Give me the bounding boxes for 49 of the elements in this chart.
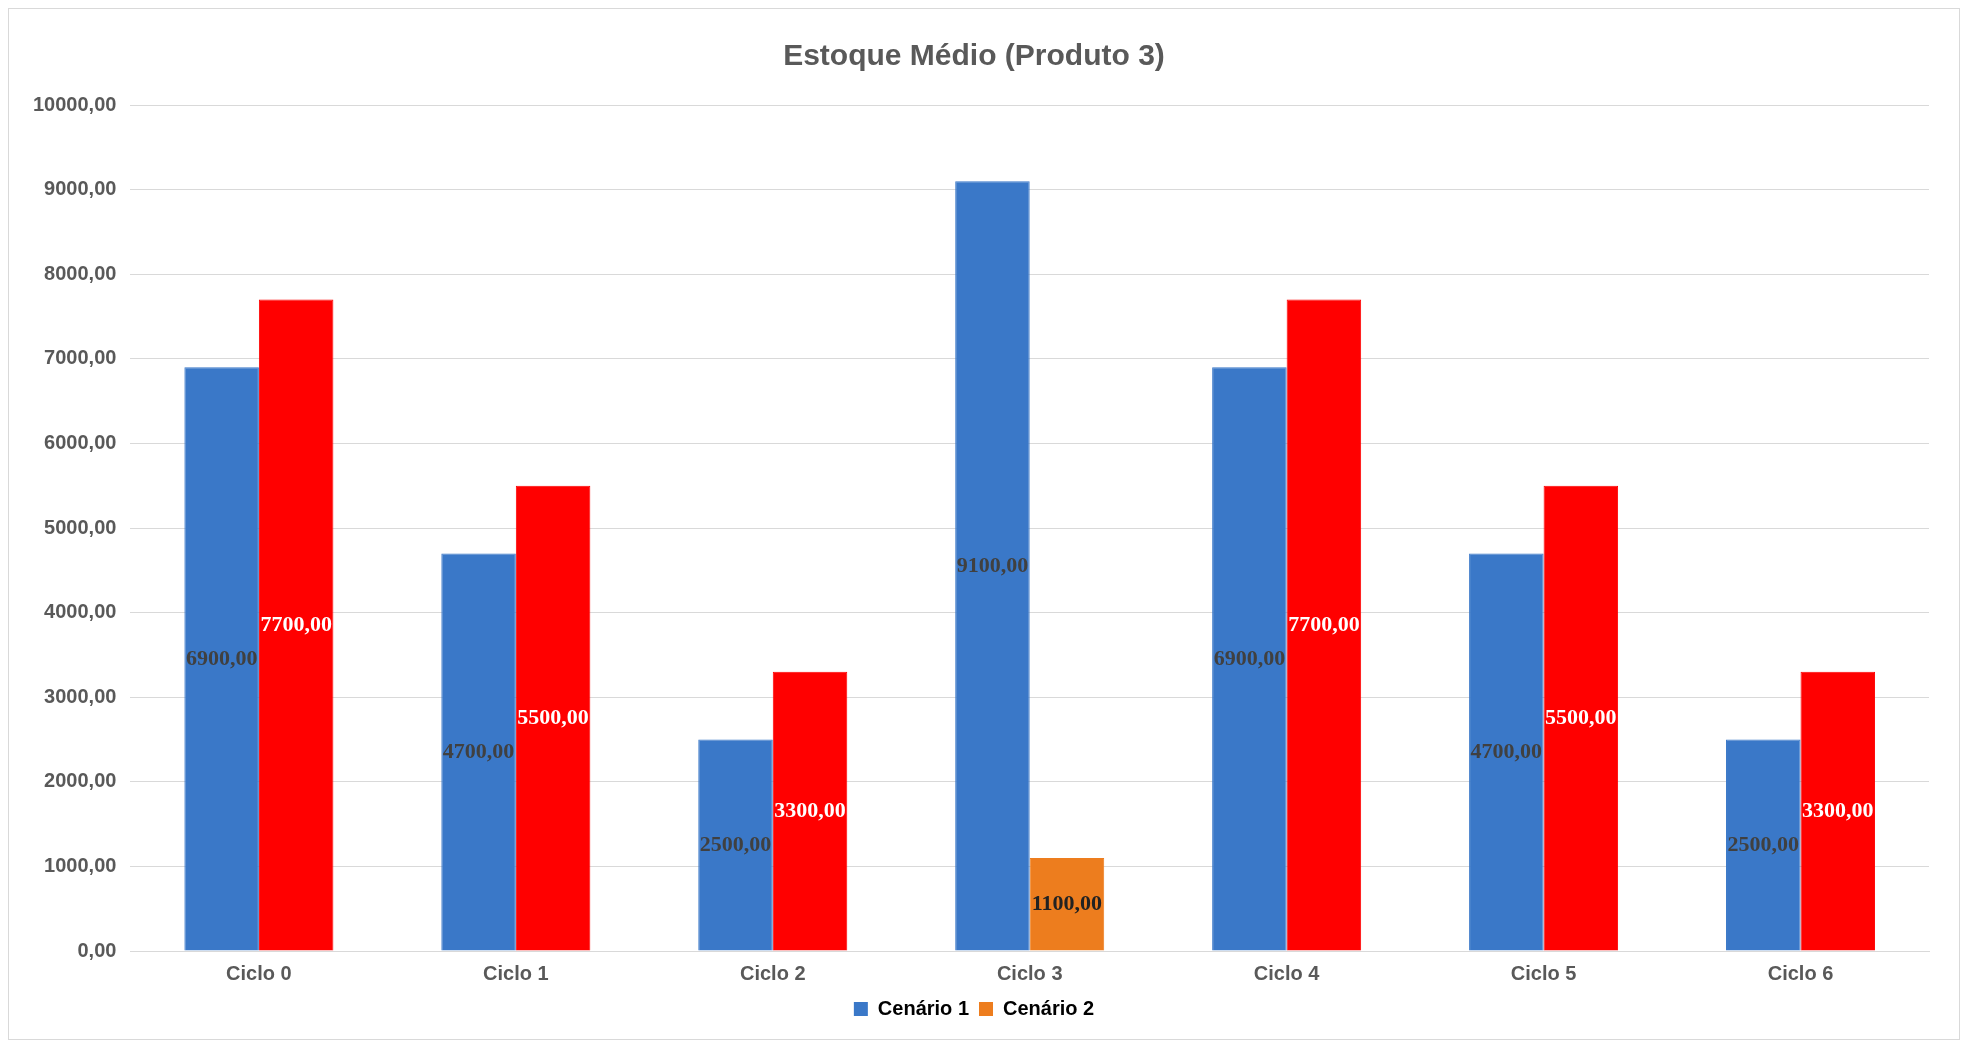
y-tick-label: 2000,00 bbox=[44, 769, 117, 792]
x-tick-label: Ciclo 2 bbox=[739, 961, 806, 984]
legend-label: Cenário 1 bbox=[877, 996, 970, 1019]
bar bbox=[1029, 857, 1105, 951]
bar bbox=[1800, 671, 1876, 951]
data-label: 9100,00 bbox=[956, 551, 1029, 577]
bar bbox=[1543, 485, 1619, 951]
y-tick-label: 5000,00 bbox=[44, 515, 117, 538]
bar bbox=[1726, 739, 1801, 951]
data-label: 5500,00 bbox=[1545, 703, 1617, 729]
data-label: 6900,00 bbox=[185, 644, 258, 670]
y-tick-label: 8000,00 bbox=[44, 261, 117, 284]
bar bbox=[772, 671, 848, 951]
data-label: 6900,00 bbox=[1213, 644, 1286, 670]
data-label: 2500,00 bbox=[1727, 830, 1800, 856]
y-tick-label: 3000,00 bbox=[44, 684, 117, 707]
bar bbox=[184, 367, 259, 951]
x-tick-label: Ciclo 6 bbox=[1767, 961, 1834, 984]
data-label: 2500,00 bbox=[699, 830, 772, 856]
x-tick-label: Ciclo 1 bbox=[483, 961, 549, 984]
bar bbox=[1212, 367, 1287, 951]
chart-title: Estoque Médio (Produto 3) bbox=[783, 38, 1165, 72]
bar bbox=[258, 299, 334, 951]
data-label: 5500,00 bbox=[517, 703, 589, 729]
data-label: 4700,00 bbox=[1470, 737, 1543, 763]
y-tick-label: 0,00 bbox=[77, 938, 117, 961]
x-tick-label: Ciclo 4 bbox=[1253, 961, 1321, 984]
data-label: 4700,00 bbox=[442, 737, 515, 763]
x-tick-label: Ciclo 3 bbox=[996, 961, 1063, 984]
y-tick-label: 4000,00 bbox=[44, 600, 117, 623]
y-tick-label: 9000,00 bbox=[44, 177, 117, 200]
data-label: 7700,00 bbox=[260, 610, 332, 636]
data-label: 7700,00 bbox=[1288, 610, 1360, 636]
data-label: 1100,00 bbox=[1031, 889, 1103, 915]
data-label: 3300,00 bbox=[774, 796, 846, 822]
bar bbox=[1286, 299, 1362, 951]
x-tick-label: Ciclo 5 bbox=[1510, 961, 1577, 984]
data-label: 3300,00 bbox=[1802, 796, 1874, 822]
x-tick-label: Ciclo 0 bbox=[226, 961, 292, 984]
y-tick-label: 1000,00 bbox=[44, 853, 117, 876]
bar bbox=[515, 485, 591, 951]
legend-label: Cenário 2 bbox=[1003, 996, 1095, 1019]
bar bbox=[1469, 553, 1544, 951]
y-tick-label: 7000,00 bbox=[44, 346, 117, 369]
y-tick-label: 6000,00 bbox=[44, 430, 117, 453]
y-tick-label: 10000,00 bbox=[33, 92, 117, 115]
bar bbox=[698, 739, 773, 951]
bar bbox=[955, 181, 1030, 951]
bar bbox=[441, 553, 516, 951]
